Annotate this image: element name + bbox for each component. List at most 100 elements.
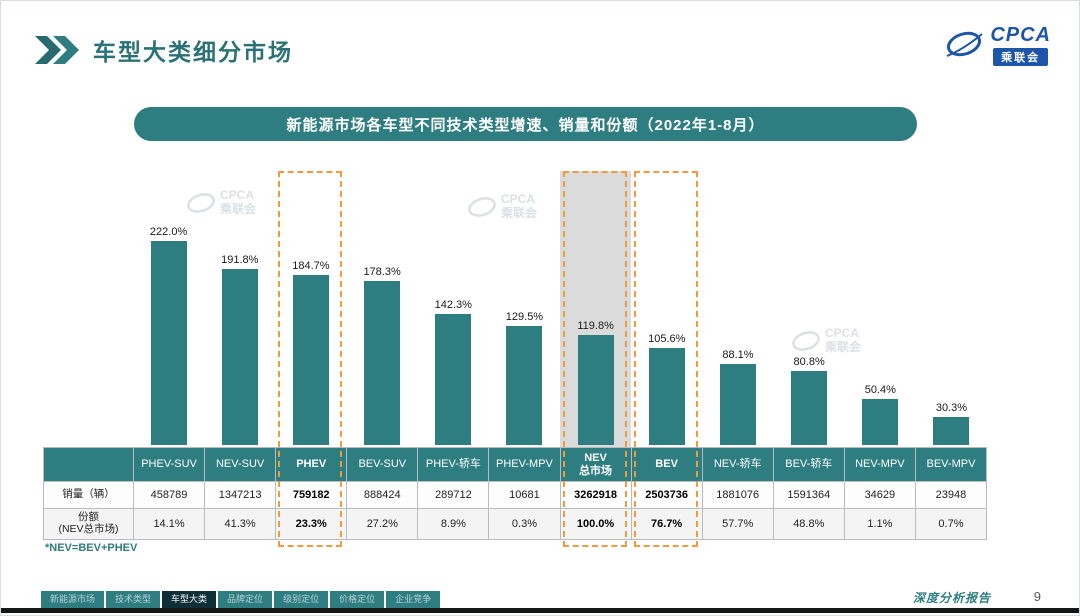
bar-column-NEV-轿车: 88.1% (702, 169, 773, 445)
table-header-PHEV-轿车: PHEV-轿车 (418, 448, 490, 482)
share-value-PHEV-MPV: 0.3% (489, 509, 561, 540)
table-header-NEV总市场: NEV 总市场 (560, 448, 632, 482)
watermark-brand: CPCA (220, 188, 255, 202)
footer-tab-车型大类[interactable]: 车型大类 (162, 591, 217, 608)
footer-tab-品牌定位[interactable]: 品牌定位 (218, 591, 273, 608)
sales-value-PHEV-SUV: 458789 (134, 482, 206, 509)
bar-value-label: 191.8% (221, 254, 259, 266)
sales-value-PHEV: 759182 (276, 482, 348, 509)
cpca-logo: CPCA 乘联会 (944, 25, 1051, 66)
watermark-name: 乘联会 (825, 339, 862, 354)
bar (364, 281, 401, 445)
bar (648, 348, 685, 445)
bar-value-label: 129.5% (505, 311, 544, 323)
bar-value-label: 142.3% (434, 299, 472, 311)
sales-value-BEV-SUV: 888424 (347, 482, 419, 509)
table-header-NEV-MPV: NEV-MPV (844, 448, 916, 482)
double-chevron-icon (35, 36, 79, 64)
watermark-text: CPCA 乘联会 (501, 192, 538, 221)
bar-value-label: 88.1% (722, 349, 754, 361)
sales-value-PHEV-MPV: 10681 (489, 482, 561, 509)
watermark-logo: CPCA 乘联会 (467, 192, 538, 221)
table-corner-cell (44, 448, 134, 482)
bar-value-label: 178.3% (363, 266, 401, 278)
table-header-BEV-MPV: BEV-MPV (915, 448, 987, 482)
footer-tab-企业竞争[interactable]: 企业竞争 (386, 591, 441, 608)
share-value-BEV-SUV: 27.2% (347, 509, 419, 540)
table-header-PHEV-MPV: PHEV-MPV (489, 448, 561, 482)
share-value-BEV-MPV: 0.7% (915, 509, 987, 540)
watermark-name: 乘联会 (501, 205, 538, 220)
share-value-PHEV-轿车: 8.9% (418, 509, 490, 540)
table-header-PHEV-SUV: PHEV-SUV (134, 448, 206, 482)
slide-header: 车型大类细分市场 (35, 33, 293, 67)
sales-value-BEV-轿车: 1591364 (773, 482, 845, 509)
watermark-ellipse-icon (792, 330, 820, 351)
watermark-text: CPCA 乘联会 (220, 188, 257, 217)
bar-column-NEV总市场: 119.8% (560, 169, 631, 445)
watermark-text: CPCA 乘联会 (825, 326, 862, 355)
bar-value-label: 184.7% (292, 260, 330, 272)
bar-value-label: 80.8% (793, 356, 825, 368)
bottom-divider-bar (1, 608, 1079, 613)
bar-column-PHEV: 184.7% (275, 169, 346, 445)
footer-tab-级别定位[interactable]: 级别定位 (274, 591, 329, 608)
watermark-ellipse-icon (187, 192, 215, 213)
bar-value-label: 50.4% (864, 384, 896, 396)
share-value-NEV-轿车: 57.7% (702, 509, 774, 540)
bar-column-NEV-MPV: 50.4% (845, 169, 916, 445)
share-value-PHEV: 23.3% (276, 509, 348, 540)
table-header-BEV-SUV: BEV-SUV (347, 448, 419, 482)
bar-column-BEV-SUV: 178.3% (347, 169, 418, 445)
share-value-NEV总市场: 100.0% (560, 509, 632, 540)
bar-value-label: 30.3% (935, 402, 968, 414)
logo-name-text: 乘联会 (993, 48, 1049, 66)
bar-value-label: 119.8% (577, 320, 614, 332)
watermark-logo: CPCA 乘联会 (791, 326, 862, 355)
table-header-NEV-SUV: NEV-SUV (205, 448, 277, 482)
watermark-brand: CPCA (501, 192, 536, 206)
bar-column-BEV-MPV: 30.3% (916, 169, 987, 445)
share-value-NEV-SUV: 41.3% (205, 509, 277, 540)
bar (150, 241, 187, 445)
section-tabs: 新能源市场 技术类型 车型大类 品牌定位 级别定位 价格定位 企业竞争 (41, 591, 441, 608)
share-row-label: 份额 (NEV总市场) (44, 509, 134, 540)
logo-swoosh-icon (946, 31, 983, 57)
watermark-logo: CPCA 乘联会 (186, 188, 257, 217)
table-header-BEV: BEV (631, 448, 703, 482)
bar-value-label: 222.0% (149, 226, 188, 238)
bar-column-BEV-轿车: 80.8% (774, 169, 845, 445)
sales-value-NEV总市场: 3262918 (560, 482, 632, 509)
watermark-name: 乘联会 (220, 201, 257, 216)
bar-column-PHEV-轿车: 142.3% (418, 169, 489, 445)
footer-tab-技术类型[interactable]: 技术类型 (106, 591, 161, 608)
bar (719, 364, 756, 445)
share-value-BEV: 76.7% (631, 509, 703, 540)
watermark-brand: CPCA (825, 326, 860, 340)
bar (292, 275, 329, 445)
bar-column-BEV: 105.6% (631, 169, 702, 445)
bar (221, 269, 258, 445)
chart-title-banner: 新能源市场各车型不同技术类型增速、销量和份额（2022年1-8月） (134, 107, 917, 141)
bar (933, 417, 970, 445)
bar-value-label: 105.6% (648, 333, 686, 345)
sales-value-BEV-MPV: 23948 (915, 482, 987, 509)
footnote: *NEV=BEV+PHEV (45, 542, 138, 554)
bar (862, 399, 899, 445)
footer-tab-价格定位[interactable]: 价格定位 (330, 591, 385, 608)
bar (791, 371, 828, 445)
page-number: 9 (1033, 589, 1041, 604)
data-table: PHEV-SUV NEV-SUV PHEV BEV-SUV PHEV-轿车 PHEV-MP… (43, 447, 987, 540)
logo-brand-text: CPCA (990, 24, 1051, 46)
report-type-label: 深度分析报告 (912, 591, 991, 605)
bar (577, 335, 614, 445)
share-value-PHEV-SUV: 14.1% (134, 509, 206, 540)
footer-tab-新能源市场[interactable]: 新能源市场 (41, 591, 105, 608)
watermark-ellipse-icon (468, 196, 496, 217)
share-value-NEV-MPV: 1.1% (844, 509, 916, 540)
table-header-PHEV: PHEV (276, 448, 348, 482)
share-value-BEV-轿车: 48.8% (773, 509, 845, 540)
bar-column-NEV-SUV: 191.8% (204, 169, 275, 445)
table-header-BEV-轿车: BEV-轿车 (773, 448, 845, 482)
